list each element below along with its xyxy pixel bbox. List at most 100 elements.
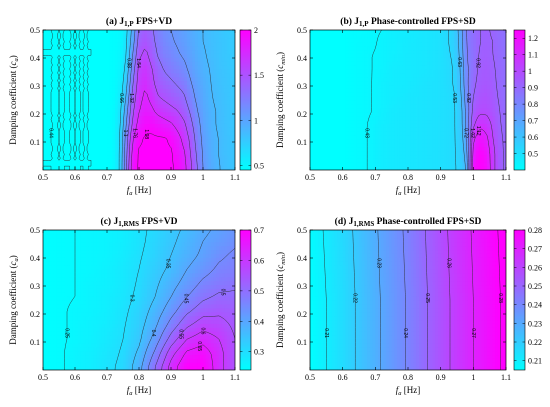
heatmap-cell <box>386 142 390 148</box>
heatmap-cell <box>451 88 455 93</box>
heatmap-cell <box>80 45 84 51</box>
heatmap-cell <box>388 115 393 121</box>
heatmap-cell <box>80 107 84 113</box>
heatmap-cell <box>326 150 330 156</box>
heatmap-cell <box>457 158 461 163</box>
heatmap-cell <box>77 135 81 140</box>
heatmap-cell <box>91 103 95 109</box>
heatmap-cell <box>492 57 496 62</box>
heatmap-cell <box>227 166 231 170</box>
heatmap-cell <box>232 65 235 70</box>
heatmap-cell <box>224 88 228 93</box>
heatmap-cell <box>397 150 401 156</box>
heatmap-cell <box>312 123 317 128</box>
heatmap-cell <box>85 107 89 113</box>
heatmap-cell <box>350 107 355 113</box>
heatmap-cell <box>312 150 317 156</box>
heatmap-cell <box>315 115 319 121</box>
heatmap-cell <box>77 150 81 156</box>
heatmap-cell <box>348 57 352 62</box>
heatmap-cell <box>205 30 209 35</box>
heatmap-cell <box>157 146 161 152</box>
heatmap-cell <box>221 138 225 144</box>
heatmap-cell <box>408 84 412 89</box>
heatmap-cell <box>232 115 235 121</box>
heatmap-cell <box>312 138 317 144</box>
heatmap-cell <box>402 61 406 66</box>
heatmap-cell <box>331 92 336 97</box>
heatmap-cell <box>168 30 172 35</box>
heatmap-cell <box>465 49 469 54</box>
contour-label: 0.88 <box>125 58 131 68</box>
heatmap-cell <box>372 92 376 97</box>
heatmap-cell <box>380 158 385 163</box>
heatmap-cell <box>181 127 185 132</box>
heatmap-cell <box>120 103 124 109</box>
heatmap-cell <box>83 119 87 124</box>
heatmap-cell <box>418 154 423 159</box>
heatmap-cell <box>399 138 404 144</box>
heatmap-cell <box>372 146 376 152</box>
heatmap-cell <box>91 37 95 43</box>
heatmap-cell <box>141 142 145 148</box>
heatmap-cell <box>83 127 87 132</box>
heatmap-cell <box>399 53 404 58</box>
heatmap-cell <box>364 115 368 121</box>
heatmap-cell <box>405 103 409 109</box>
heatmap-cell <box>503 135 506 140</box>
heatmap-cell <box>51 49 55 54</box>
heatmap-cell <box>470 138 474 144</box>
heatmap-cell <box>492 92 496 97</box>
heatmap-cell <box>312 131 317 136</box>
heatmap-cell <box>329 115 333 121</box>
heatmap-cell <box>109 45 113 51</box>
heatmap-cell <box>470 123 474 128</box>
heatmap-cell <box>173 53 177 58</box>
heatmap-cell <box>229 57 233 62</box>
heatmap-cell <box>476 80 480 86</box>
heatmap-cell <box>495 96 499 101</box>
heatmap-cell <box>315 88 319 93</box>
heatmap-cell <box>399 80 404 86</box>
heatmap-cell <box>229 68 233 74</box>
heatmap-cell <box>367 135 371 140</box>
heatmap-cell <box>369 115 374 121</box>
heatmap-cell <box>195 127 199 132</box>
heatmap-cell <box>112 72 116 78</box>
heatmap-cell <box>123 53 127 58</box>
heatmap-cell <box>232 131 235 136</box>
heatmap-cell <box>334 131 338 136</box>
heatmap-cell <box>171 65 175 70</box>
heatmap-cell <box>51 76 55 82</box>
heatmap-cell <box>171 45 175 51</box>
heatmap-cell <box>350 142 355 148</box>
heatmap-cell <box>195 138 199 144</box>
heatmap-cell <box>125 166 129 170</box>
heatmap-cell <box>440 84 444 89</box>
heatmap-cell <box>492 61 496 66</box>
heatmap-cell <box>359 142 363 148</box>
heatmap-cell <box>383 100 387 105</box>
heatmap-cell <box>348 111 352 117</box>
heatmap-cell <box>367 131 371 136</box>
heatmap-cell <box>91 115 95 121</box>
heatmap-cell <box>189 123 193 128</box>
heatmap-cell <box>200 131 204 136</box>
heatmap-cell <box>315 162 319 167</box>
heatmap-cell <box>96 72 100 78</box>
heatmap-cell <box>443 119 447 124</box>
heatmap-cell <box>147 68 151 74</box>
heatmap-cell <box>334 41 338 47</box>
heatmap-cell <box>184 138 188 144</box>
heatmap-cell <box>435 76 439 82</box>
heatmap-cell <box>123 107 127 113</box>
heatmap-cell <box>421 72 425 78</box>
heatmap-cell <box>503 80 506 86</box>
heatmap-cell <box>375 123 379 128</box>
heatmap-cell <box>115 88 119 93</box>
heatmap-cell <box>359 154 363 159</box>
heatmap-cell <box>45 146 49 152</box>
heatmap-cell <box>315 131 319 136</box>
heatmap-cell <box>120 33 124 39</box>
